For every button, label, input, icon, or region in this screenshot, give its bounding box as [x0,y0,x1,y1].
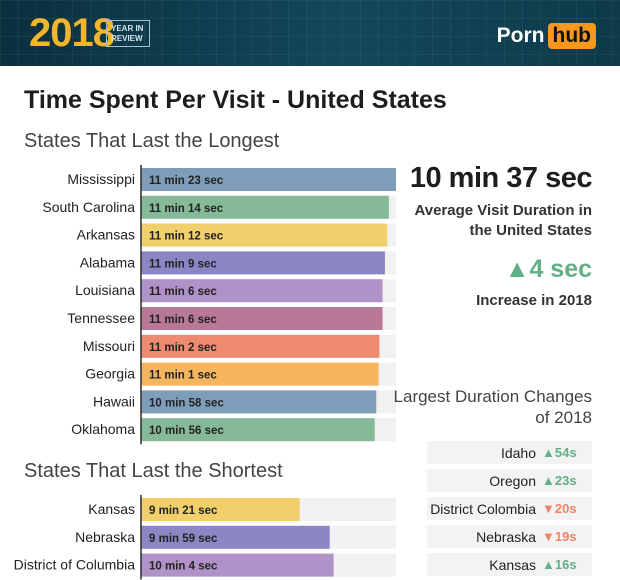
bar-value-label: 11 min 23 sec [149,175,224,187]
down-arrow-icon: ▼ [542,529,555,544]
change-row: Idaho ▲54s [427,441,592,464]
bar [141,418,375,442]
change-delta-value: 54s [554,445,577,460]
header-banner: 2018 YEAR IN REVIEW Porn hub [0,0,620,66]
bar-value-label: 9 min 21 sec [149,505,218,517]
bar [141,223,388,247]
bar-value-label: 11 min 12 sec [149,231,224,243]
change-delta-value: 16s [554,557,577,572]
category-label: Nebraska [75,529,135,545]
category-label: Louisiana [75,282,135,298]
badge-line-2: REVIEW [111,34,143,43]
increase-value-text: 4 sec [529,255,592,283]
changes-table: Idaho ▲54s Oregon ▲23s District Colombia ▼20s… [427,441,592,580]
changes-title: Largest Duration Changes of 2018 [393,387,592,427]
change-delta-value: 20s [554,501,577,516]
down-arrow-icon: ▼ [542,501,555,516]
bar [141,498,300,521]
bar [141,525,330,549]
category-label: Tennessee [67,310,135,326]
section-title-shortest: States That Last the Shortest [24,460,283,482]
bar [141,195,389,219]
change-row: Nebraska ▼19s [427,525,592,548]
change-row: District Colombia ▼20s [427,497,592,520]
bar [141,334,380,358]
bar [141,553,334,577]
bar-value-label: 11 min 2 sec [149,342,217,354]
category-label: Arkansas [77,227,135,243]
page-title: Time Spent Per Visit - United States [24,86,447,114]
average-duration-label: Average Visit Duration in the United Sta… [414,202,592,239]
category-label: Missouri [83,338,135,354]
category-label: Mississippi [67,171,135,187]
section-title-longest: States That Last the Longest [24,130,280,152]
change-delta: ▲54s [542,445,580,460]
bar-value-label: 11 min 6 sec [149,314,217,326]
category-label: Hawaii [93,393,135,409]
change-state: Kansas [489,556,536,573]
year-in-review-badge: YEAR IN REVIEW [106,20,150,47]
change-state: Nebraska [476,528,536,545]
bar [141,168,396,191]
bar-value-label: 11 min 14 sec [149,203,224,215]
category-label: Kansas [88,501,135,517]
bar-value-label: 10 min 4 sec [149,561,218,573]
average-duration-value: 10 min 37 sec [409,162,593,194]
change-delta: ▲23s [542,473,580,488]
bar-value-label: 9 min 59 sec [149,533,218,545]
brand-logo: Porn hub [497,22,596,50]
change-delta: ▲16s [542,557,580,572]
logo-text-part1: Porn [496,24,545,47]
category-label: Alabama [80,254,135,270]
bar [141,307,383,330]
change-delta: ▼20s [542,501,580,516]
bar-value-label: 10 min 58 sec [149,397,224,409]
change-delta: ▼19s [542,529,580,544]
bar [141,279,383,303]
change-delta-value: 23s [554,473,577,488]
bar [141,251,385,275]
bar [141,362,379,386]
bar-value-label: 11 min 1 sec [149,370,217,382]
logo-text-part2: hub [547,23,596,49]
up-arrow-icon: ▲ [542,557,555,572]
change-state: District Colombia [430,500,536,517]
change-delta-value: 19s [554,529,577,544]
increase-value: ▲4 sec [505,255,592,284]
up-arrow-icon: ▲ [504,255,530,283]
category-label: Georgia [85,366,135,382]
year-label: 2018 [29,11,115,55]
category-label: District of Columbia [14,557,136,573]
up-arrow-icon: ▲ [542,473,555,488]
change-state: Idaho [500,444,536,461]
up-arrow-icon: ▲ [542,445,555,460]
bar-value-label: 11 min 9 sec [149,258,217,270]
bar-value-label: 11 min 6 sec [149,286,217,298]
bar-value-label: 10 min 56 sec [149,425,224,437]
badge-line-1: YEAR IN [111,24,144,33]
increase-label: Increase in 2018 [476,292,592,309]
category-label: South Carolina [42,199,135,215]
category-label: Oklahoma [71,421,135,437]
bar [141,390,377,414]
change-state: Oregon [489,472,536,489]
change-row: Oregon ▲23s [427,469,592,492]
change-row: Kansas ▲16s [427,553,592,576]
